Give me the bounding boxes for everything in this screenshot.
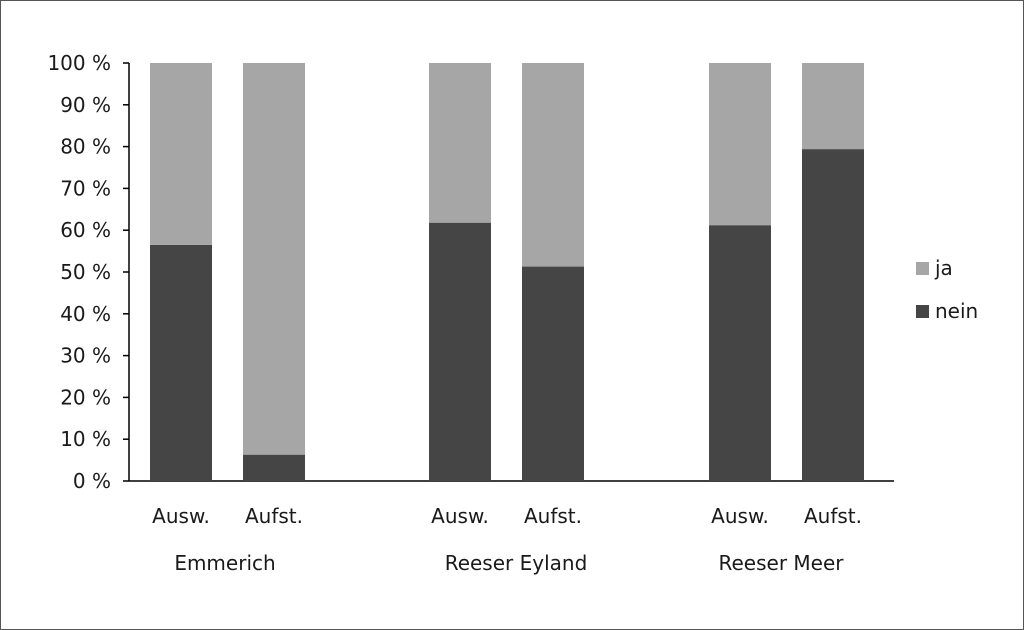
- x-category-label: Ausw.: [711, 504, 769, 528]
- y-tick-label: 0 %: [73, 469, 111, 493]
- y-tick-label: 30 %: [60, 344, 111, 368]
- y-tick-label: 60 %: [60, 218, 111, 242]
- legend-swatch-ja: [916, 262, 929, 275]
- chart-labels: Ausw. Aufst. Ausw. Aufst. Ausw. Aufst. Emmeric…: [152, 504, 862, 575]
- bar-segment-ja: [243, 63, 305, 455]
- legend-label-ja: ja: [934, 256, 953, 280]
- x-category-label: Aufst.: [804, 504, 862, 528]
- legend-label-nein: nein: [935, 299, 978, 323]
- bar-segment-nein: [522, 266, 584, 481]
- x-category-label: Ausw.: [152, 504, 210, 528]
- x-group-label: Reeser Eyland: [445, 551, 588, 575]
- y-tick-label: 50 %: [60, 260, 111, 284]
- y-tick-label: 80 %: [60, 135, 111, 159]
- legend-swatch-nein: [916, 305, 929, 318]
- chart-axes: 0 % 10 % 20 % 30 % 40 % 50 % 60 % 70 % 80 % 90 % 1…: [47, 51, 894, 493]
- y-tick-label: 40 %: [60, 302, 111, 326]
- y-tick-label: 10 %: [60, 427, 111, 451]
- y-tick-label: 100 %: [47, 51, 111, 75]
- y-tick-label: 20 %: [60, 385, 111, 409]
- x-category-label: Aufst.: [524, 504, 582, 528]
- bar-segment-ja: [150, 63, 212, 245]
- bar-segment-nein: [150, 244, 212, 481]
- chart-bars: [150, 63, 864, 481]
- chart-legend: ja nein: [916, 256, 978, 323]
- x-category-label: Aufst.: [245, 504, 303, 528]
- x-group-label: Reeser Meer: [719, 551, 845, 575]
- y-tick-label: 90 %: [60, 93, 111, 117]
- bar-segment-ja: [429, 63, 491, 223]
- bar-segment-ja: [802, 63, 864, 150]
- bar-segment-ja: [522, 63, 584, 267]
- bar-segment-ja: [709, 63, 771, 226]
- bar-segment-nein: [243, 454, 305, 481]
- x-category-label: Ausw.: [431, 504, 489, 528]
- bar-segment-nein: [429, 222, 491, 481]
- bar-segment-nein: [802, 149, 864, 481]
- x-group-label: Emmerich: [174, 551, 275, 575]
- bar-segment-nein: [709, 225, 771, 481]
- y-tick-label: 70 %: [60, 176, 111, 200]
